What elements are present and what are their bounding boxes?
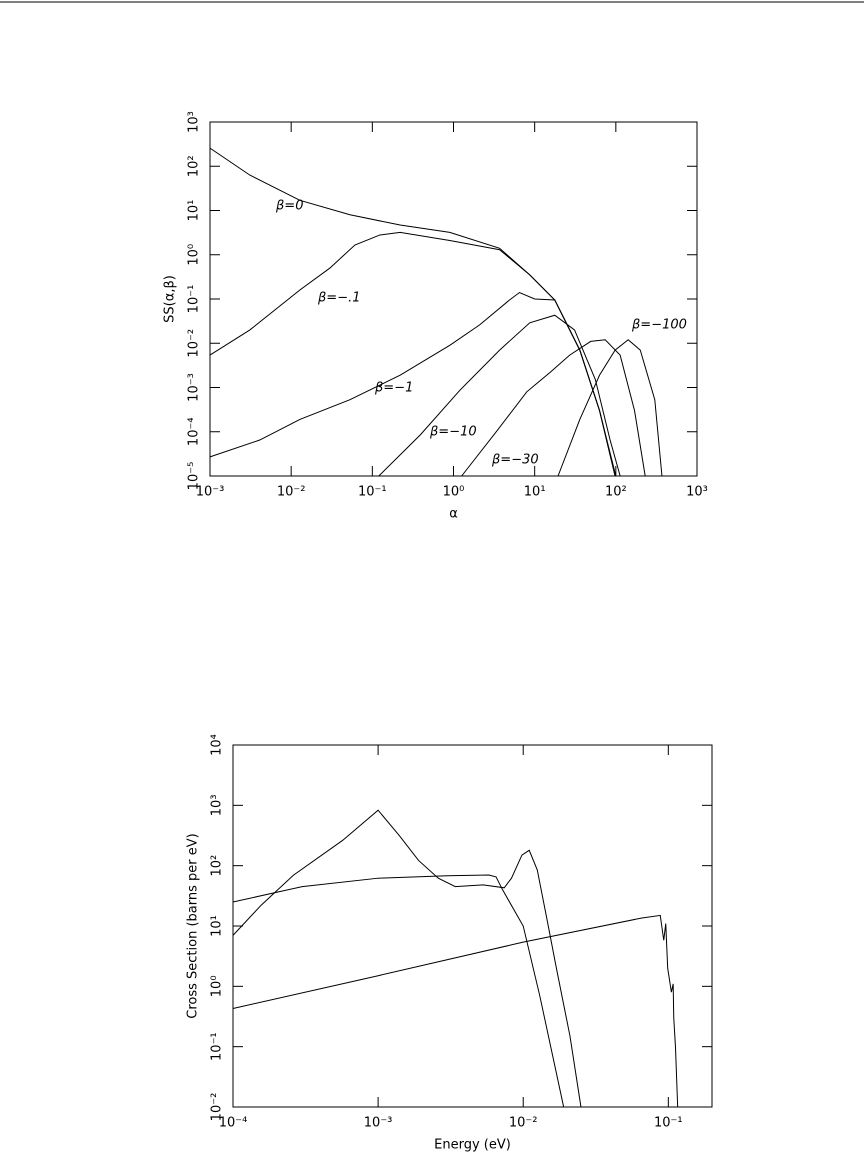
y-axis-label: Cross Section (barns per eV): [186, 833, 201, 1018]
x-tick-label: 10⁻²: [509, 1116, 538, 1131]
series-line: [232, 874, 565, 1108]
series-line: [209, 291, 617, 477]
x-tick-label: 10⁻²: [277, 485, 306, 500]
series-label: β=−100: [631, 318, 687, 333]
y-tick-label: 10⁻¹: [210, 1032, 225, 1061]
series-line: [232, 809, 582, 1108]
y-tick-label: 10⁻¹: [187, 285, 202, 314]
series-line: [209, 231, 616, 477]
series-label: β=0: [275, 199, 303, 214]
plot-frame: [232, 744, 713, 1108]
y-tick-label: 10¹: [210, 915, 225, 937]
x-tick-label: 10⁻³: [364, 1116, 393, 1131]
y-tick-label: 10⁰: [187, 244, 202, 266]
y-tick-label: 10⁻⁴: [187, 417, 202, 446]
series-line: [209, 147, 616, 477]
y-tick-label: 10²: [187, 155, 202, 177]
x-tick-label: 10⁻¹: [654, 1116, 683, 1131]
x-axis-label: Energy (eV): [434, 1138, 511, 1153]
x-tick-label: 10⁻³: [196, 485, 225, 500]
y-tick-label: 10¹: [187, 200, 202, 222]
y-tick-label: 10⁰: [210, 975, 225, 997]
series-label: β=−1: [374, 381, 413, 396]
x-axis-label: α: [449, 507, 458, 522]
x-tick-label: 10¹: [524, 485, 546, 500]
y-tick-label: 10⁻³: [187, 373, 202, 402]
y-tick-label: 10²: [210, 855, 225, 877]
y-tick-label: 10⁻⁵: [187, 462, 202, 491]
y-axis-label: SS(α,β): [163, 275, 178, 323]
plot-frame: [209, 121, 698, 477]
x-tick-label: 10⁻⁴: [219, 1116, 248, 1131]
series-line: [461, 339, 646, 477]
x-tick-label: 10⁰: [443, 485, 465, 500]
y-tick-label: 10⁻²: [187, 329, 202, 358]
series-line: [232, 914, 679, 1108]
x-tick-label: 10³: [686, 485, 708, 500]
y-tick-label: 10⁴: [210, 734, 225, 756]
series-label: β=−30: [491, 453, 539, 468]
series-label: β=−10: [429, 425, 477, 440]
series-line: [378, 314, 621, 477]
series-line: [557, 339, 663, 477]
x-tick-label: 10²: [605, 485, 627, 500]
y-tick-label: 10³: [187, 111, 202, 133]
series-label: β=−.1: [317, 291, 361, 306]
y-tick-label: 10⁻²: [210, 1093, 225, 1122]
x-tick-label: 10⁻¹: [358, 485, 387, 500]
y-tick-label: 10³: [210, 794, 225, 816]
